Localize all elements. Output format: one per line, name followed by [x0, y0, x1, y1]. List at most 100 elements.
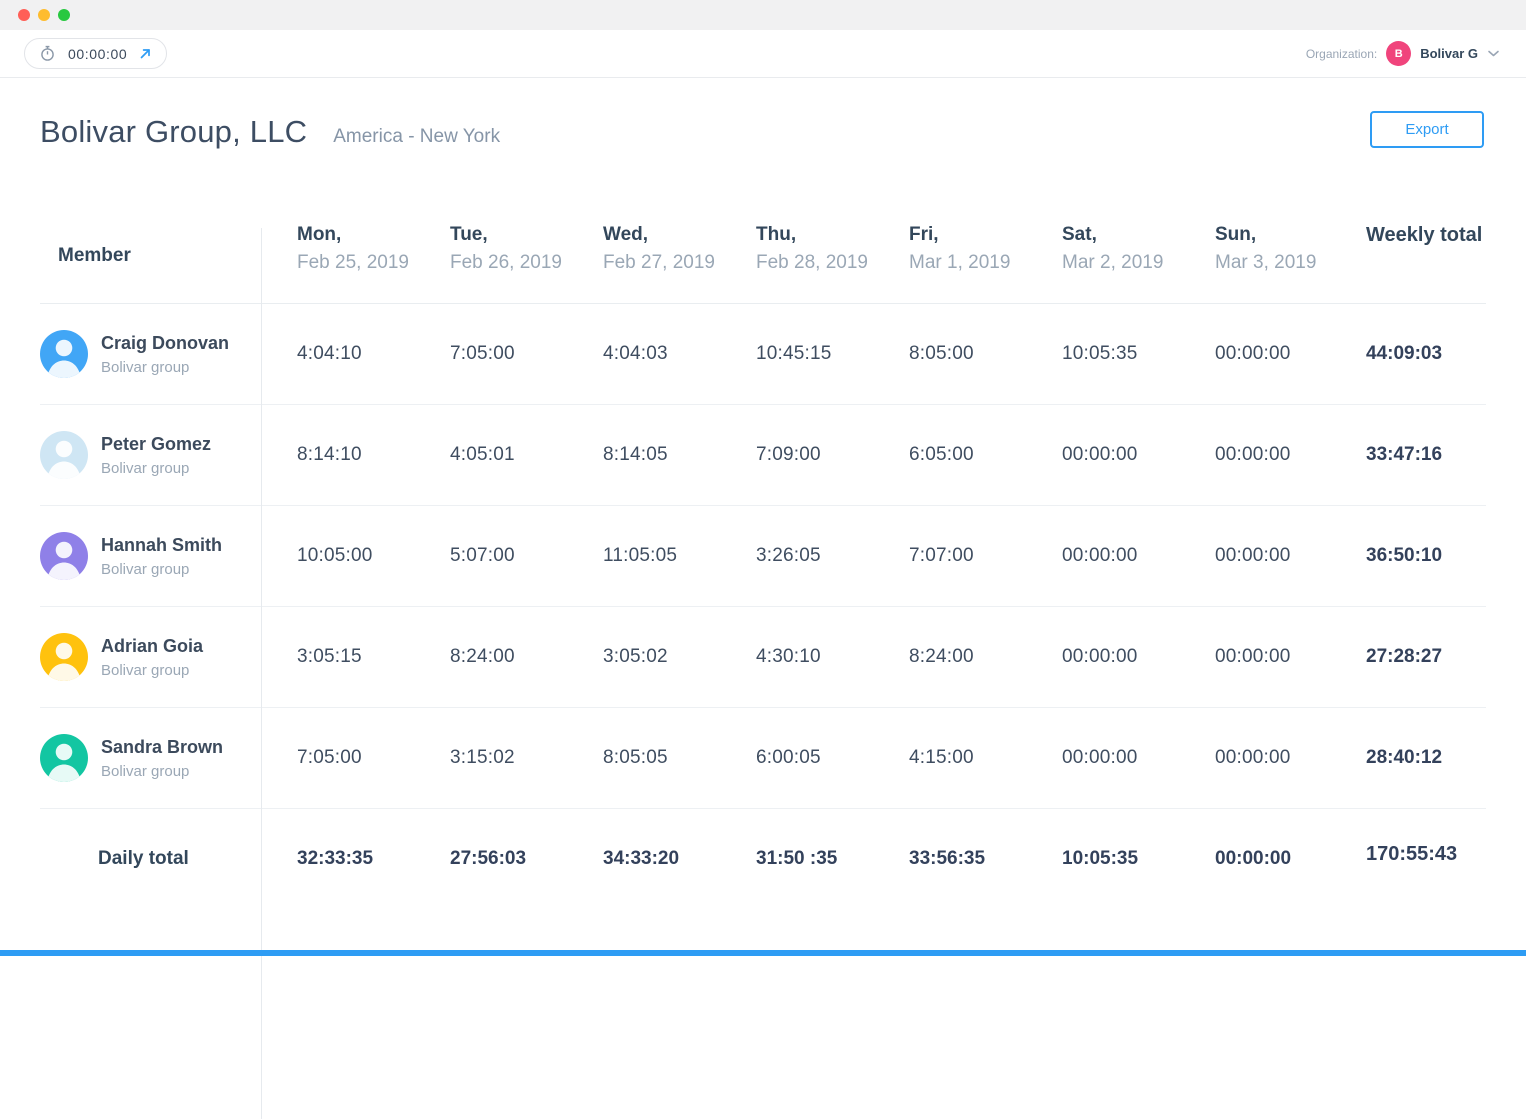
- time-cell: 8:05:00: [909, 343, 974, 364]
- member-avatar: [40, 734, 88, 782]
- day-column-header: Sat, Mar 2, 2019: [1026, 208, 1179, 303]
- page-timezone: America - New York: [333, 126, 501, 147]
- daily-total-cell: 27:56:03: [450, 848, 527, 869]
- page-title: Bolivar Group, LLC: [40, 114, 308, 149]
- day-name: Mon,: [297, 224, 342, 245]
- organization-selector[interactable]: Organization: B Bolivar G: [1306, 41, 1500, 66]
- time-cell: 8:14:10: [297, 444, 362, 465]
- arrow-up-right-icon[interactable]: [139, 47, 152, 60]
- close-window-button[interactable]: [18, 9, 30, 21]
- daily-total-cell: 10:05:35: [1062, 848, 1139, 869]
- minimize-window-button[interactable]: [38, 9, 50, 21]
- timer-widget[interactable]: 00:00:00: [24, 38, 168, 69]
- time-cell: 4:15:00: [909, 747, 974, 768]
- toolbar: 00:00:00 Organization: B Bolivar G: [0, 30, 1526, 78]
- day-column-header: Wed, Feb 27, 2019: [567, 208, 720, 303]
- member-column-header: Member: [58, 244, 131, 266]
- window-titlebar: [0, 0, 1526, 30]
- weekly-total-cell: 36:50:10: [1366, 545, 1443, 566]
- day-column-header: Sun, Mar 3, 2019: [1179, 208, 1332, 303]
- table-row: Hannah Smith Bolivar group 10:05:00 5:07:00…: [40, 506, 1486, 607]
- member-cell[interactable]: Hannah Smith Bolivar group: [40, 532, 261, 580]
- day-date: Feb 26, 2019: [450, 252, 562, 273]
- weekly-total-column-header: Weekly total: [1366, 224, 1483, 246]
- time-cell: 8:24:00: [909, 646, 974, 667]
- time-cell: 7:07:00: [909, 545, 974, 566]
- daily-total-label: Daily total: [98, 848, 189, 869]
- time-cell: 00:00:00: [1062, 747, 1138, 768]
- day-column-header: Mon, Feb 25, 2019: [261, 208, 414, 303]
- member-group: Bolivar group: [101, 358, 190, 376]
- member-group: Bolivar group: [101, 762, 190, 780]
- time-cell: 10:45:15: [756, 343, 832, 364]
- time-cell: 6:05:00: [909, 444, 974, 465]
- time-cell: 10:05:35: [1062, 343, 1138, 364]
- maximize-window-button[interactable]: [58, 9, 70, 21]
- day-date: Mar 3, 2019: [1215, 252, 1317, 273]
- day-date: Mar 2, 2019: [1062, 252, 1164, 273]
- time-cell: 7:05:00: [297, 747, 362, 768]
- daily-total-cell: 33:56:35: [909, 848, 986, 869]
- day-name: Fri,: [909, 224, 939, 245]
- table-row: Sandra Brown Bolivar group 7:05:00 3:15:02 8…: [40, 708, 1486, 809]
- time-cell: 3:05:15: [297, 646, 362, 667]
- table-row: Peter Gomez Bolivar group 8:14:10 4:05:01 8:…: [40, 405, 1486, 506]
- table-header-row: Member Mon, Feb 25, 2019 Tue, Feb 26, 2019 W…: [40, 208, 1486, 304]
- member-info: Hannah Smith Bolivar group: [101, 535, 222, 578]
- member-cell[interactable]: Adrian Goia Bolivar group: [40, 633, 261, 681]
- member-info: Adrian Goia Bolivar group: [101, 636, 203, 679]
- daily-total-cell: 00:00:00: [1215, 848, 1292, 869]
- member-name: Craig Donovan: [101, 332, 230, 353]
- organization-avatar: B: [1386, 41, 1412, 66]
- time-cell: 7:05:00: [450, 343, 515, 364]
- table-row: Adrian Goia Bolivar group 3:05:15 8:24:00 3:…: [40, 607, 1486, 708]
- time-cell: 8:24:00: [450, 646, 515, 667]
- timer-value: 00:00:00: [68, 45, 128, 62]
- day-column-header: Fri, Mar 1, 2019: [873, 208, 1026, 303]
- time-cell: 00:00:00: [1215, 444, 1291, 465]
- weekly-total-cell: 33:47:16: [1366, 444, 1443, 465]
- stopwatch-icon: [39, 45, 56, 62]
- day-column-header: Thu, Feb 28, 2019: [720, 208, 873, 303]
- time-cell: 00:00:00: [1215, 747, 1291, 768]
- member-name: Peter Gomez: [101, 433, 212, 454]
- daily-total-cell: 31:50 :35: [756, 848, 838, 869]
- member-cell[interactable]: Peter Gomez Bolivar group: [40, 431, 261, 479]
- member-group: Bolivar group: [101, 459, 190, 477]
- member-avatar: [40, 330, 88, 378]
- time-cell: 10:05:00: [297, 545, 373, 566]
- organization-name: Bolivar G: [1420, 46, 1478, 61]
- day-name: Wed,: [603, 224, 649, 245]
- member-info: Peter Gomez Bolivar group: [101, 434, 211, 477]
- page-header: Bolivar Group, LLC America - New York Ex…: [40, 111, 1486, 150]
- member-cell[interactable]: Sandra Brown Bolivar group: [40, 734, 261, 782]
- day-date: Feb 28, 2019: [756, 252, 868, 273]
- member-name: Adrian Goia: [101, 635, 204, 656]
- day-name: Sat,: [1062, 224, 1097, 245]
- member-name: Hannah Smith: [101, 534, 223, 555]
- member-info: Craig Donovan Bolivar group: [101, 333, 229, 376]
- day-date: Feb 27, 2019: [603, 252, 715, 273]
- time-cell: 00:00:00: [1062, 545, 1138, 566]
- time-cell: 7:09:00: [756, 444, 821, 465]
- time-cell: 3:05:02: [603, 646, 668, 667]
- member-avatar: [40, 431, 88, 479]
- time-cell: 00:00:00: [1062, 646, 1138, 667]
- timesheet-table: Member Mon, Feb 25, 2019 Tue, Feb 26, 2019 W…: [40, 208, 1486, 1119]
- export-button[interactable]: Export: [1370, 111, 1484, 148]
- time-cell: 00:00:00: [1215, 646, 1291, 667]
- daily-total-row: Daily total 32:33:35 27:56:03 34:33:20 31:5…: [40, 809, 1486, 909]
- member-group: Bolivar group: [101, 661, 190, 679]
- time-cell: 00:00:00: [1215, 343, 1291, 364]
- member-cell[interactable]: Craig Donovan Bolivar group: [40, 330, 261, 378]
- time-cell: 4:05:01: [450, 444, 515, 465]
- day-date: Feb 25, 2019: [297, 252, 409, 273]
- weekly-total-cell: 44:09:03: [1366, 343, 1443, 364]
- organization-label: Organization:: [1305, 46, 1378, 61]
- time-cell: 8:05:05: [603, 747, 668, 768]
- member-name: Sandra Brown: [101, 736, 224, 757]
- member-group: Bolivar group: [101, 560, 190, 578]
- column-divider: [261, 228, 262, 1119]
- member-avatar: [40, 633, 88, 681]
- daily-total-cell: 32:33:35: [297, 848, 374, 869]
